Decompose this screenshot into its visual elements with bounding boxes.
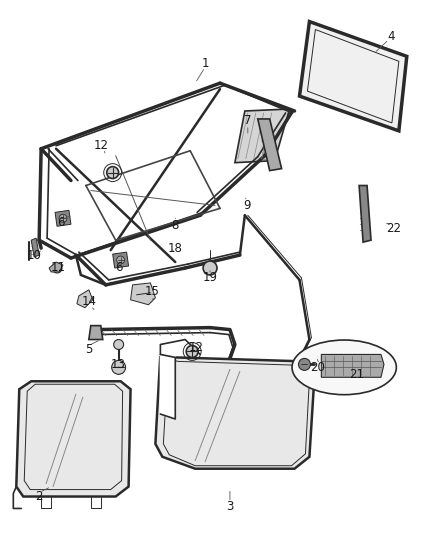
Circle shape (114, 340, 124, 350)
Polygon shape (31, 238, 39, 257)
Text: 8: 8 (172, 219, 179, 232)
Polygon shape (49, 262, 63, 272)
Circle shape (112, 360, 126, 374)
Circle shape (52, 263, 62, 273)
Text: 20: 20 (310, 361, 325, 374)
Text: 13: 13 (110, 358, 125, 371)
Text: 9: 9 (243, 199, 251, 212)
Text: 5: 5 (85, 343, 92, 356)
Text: 1: 1 (201, 57, 209, 70)
Text: 15: 15 (145, 285, 160, 298)
Circle shape (186, 345, 198, 358)
Polygon shape (131, 283, 155, 305)
Text: 14: 14 (81, 295, 96, 308)
Circle shape (298, 358, 311, 370)
Circle shape (59, 214, 67, 222)
Text: 11: 11 (50, 262, 66, 274)
Polygon shape (160, 354, 175, 419)
Text: 2: 2 (35, 490, 43, 503)
Text: 19: 19 (202, 271, 218, 285)
Circle shape (117, 256, 124, 264)
Polygon shape (321, 354, 384, 377)
Polygon shape (89, 326, 103, 340)
Text: 4: 4 (387, 30, 395, 43)
Polygon shape (359, 185, 371, 242)
Text: 10: 10 (27, 248, 42, 262)
Text: 12: 12 (189, 341, 204, 354)
Text: 12: 12 (93, 139, 108, 152)
Polygon shape (113, 252, 129, 268)
Polygon shape (300, 21, 407, 131)
Text: 18: 18 (168, 241, 183, 255)
Circle shape (107, 167, 119, 179)
Polygon shape (16, 381, 131, 497)
Text: 6: 6 (57, 216, 65, 229)
Polygon shape (77, 290, 93, 308)
Ellipse shape (292, 340, 396, 394)
Polygon shape (258, 119, 282, 171)
Text: 22: 22 (386, 222, 401, 235)
Text: 3: 3 (226, 500, 233, 513)
Circle shape (203, 261, 217, 275)
Text: 6: 6 (115, 262, 122, 274)
Text: 7: 7 (244, 115, 251, 127)
Polygon shape (155, 354, 314, 469)
Text: 21: 21 (350, 368, 364, 381)
Polygon shape (55, 211, 71, 226)
Polygon shape (235, 109, 290, 163)
Polygon shape (155, 344, 175, 358)
